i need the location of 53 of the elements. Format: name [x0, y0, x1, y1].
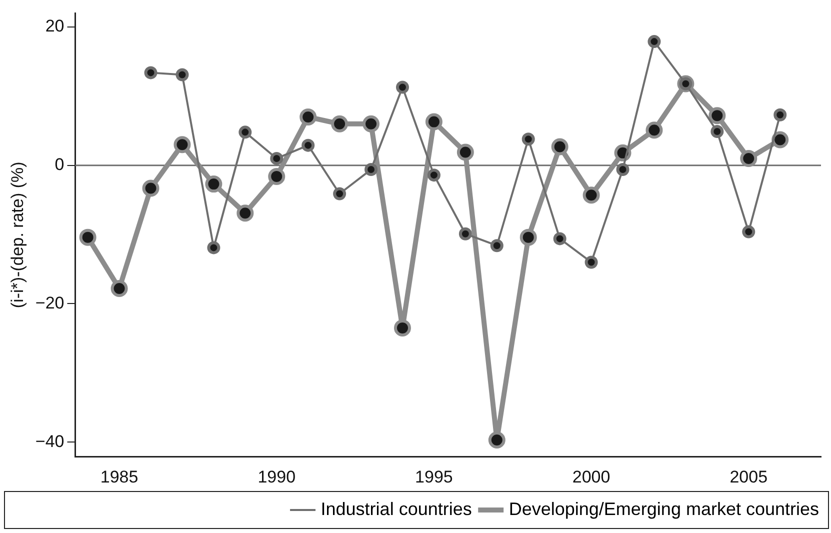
y-tick-label: −20 [35, 293, 64, 312]
x-tick-label: 2000 [572, 467, 610, 486]
point [646, 122, 663, 139]
point [456, 144, 474, 161]
point [176, 68, 189, 82]
point [708, 107, 726, 124]
point [551, 138, 568, 156]
point [331, 115, 348, 132]
point [584, 256, 598, 269]
legend-label: Developing/Emerging market countries [508, 498, 820, 519]
y-axis-title: (i-i*)-(dep. rate) (%) [8, 162, 27, 308]
point [458, 227, 472, 240]
point [488, 432, 506, 448]
y-tick-label: 20 [45, 16, 64, 36]
point [616, 163, 630, 176]
point [522, 132, 535, 146]
x-tick-label: 1995 [415, 467, 453, 486]
point [174, 136, 191, 154]
point [710, 124, 724, 138]
point [772, 131, 789, 148]
point [520, 228, 537, 246]
point [110, 280, 128, 298]
point [362, 115, 380, 132]
point [238, 126, 252, 139]
point [333, 187, 346, 200]
point [205, 176, 222, 193]
point [142, 180, 160, 197]
x-tick-label: 2005 [730, 467, 768, 486]
point [425, 113, 442, 130]
point [427, 168, 440, 182]
point [490, 239, 504, 252]
x-tick-label: 1985 [100, 467, 138, 486]
point [364, 163, 378, 176]
legend-label: Industrial countries [320, 498, 472, 519]
point [396, 80, 409, 94]
point [268, 168, 286, 185]
point [774, 108, 787, 122]
point [236, 204, 254, 222]
point [79, 228, 96, 246]
point [582, 186, 600, 204]
point [394, 319, 411, 336]
point [207, 241, 220, 254]
point [270, 152, 284, 165]
point [740, 150, 758, 167]
point [553, 232, 566, 246]
point [144, 66, 158, 80]
point [302, 138, 315, 152]
x-tick-label: 1990 [258, 467, 296, 486]
point [648, 35, 661, 48]
y-tick-label: −40 [35, 432, 64, 451]
point [742, 225, 756, 238]
y-tick-label: 0 [54, 155, 64, 174]
point [300, 108, 317, 126]
